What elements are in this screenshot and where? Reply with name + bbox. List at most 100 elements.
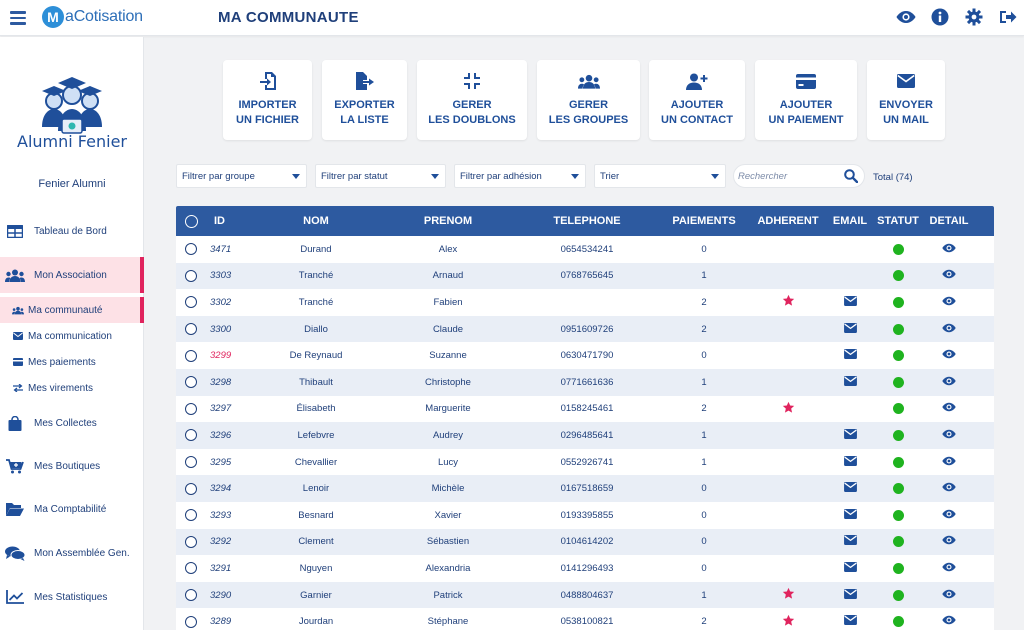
row-select-radio[interactable] [185, 589, 197, 602]
header-statut[interactable]: STATUT [877, 215, 919, 227]
gear-icon[interactable] [964, 7, 984, 27]
row-select-radio[interactable] [185, 296, 197, 309]
search-icon[interactable] [844, 169, 859, 188]
eye-icon[interactable] [942, 376, 956, 389]
table-row[interactable]: 3296 Lefebvre Audrey 0296485641 1 [176, 422, 994, 449]
envelope-icon[interactable] [843, 375, 857, 389]
envelope-icon[interactable] [843, 482, 857, 495]
row-select-radio[interactable] [185, 269, 197, 282]
envelope-icon[interactable] [843, 295, 857, 309]
sort-select[interactable]: Trier [594, 164, 726, 188]
table-row[interactable]: 3297 Élisabeth Marguerite 0158245461 2 [176, 395, 994, 423]
header-detail[interactable]: DETAIL [929, 215, 969, 227]
app-logo[interactable]: M aCotisation [42, 6, 143, 28]
row-select-radio[interactable] [185, 562, 197, 575]
eye-icon[interactable] [942, 323, 956, 336]
filter-label: Trier [600, 170, 620, 182]
manage-duplicates-button[interactable]: GERER LES DOUBLONS [417, 60, 527, 140]
logout-icon[interactable] [998, 7, 1018, 27]
cell-prenom: Alexandria [425, 562, 471, 574]
row-select-radio[interactable] [185, 509, 197, 522]
row-select-radio[interactable] [185, 349, 197, 362]
eye-icon[interactable] [942, 509, 956, 522]
sidebar-item-tableau-de-bord[interactable]: Tableau de Bord [0, 217, 144, 245]
row-select-radio[interactable] [185, 323, 197, 336]
sidebar-item-mon-association[interactable]: Mon Association [0, 257, 144, 293]
table-row[interactable]: 3303 Tranché Arnaud 0768765645 1 [176, 262, 994, 290]
eye-icon[interactable] [942, 562, 956, 575]
row-select-radio[interactable] [185, 482, 197, 495]
row-select-radio[interactable] [185, 456, 197, 469]
table-row[interactable]: 3299 De Reynaud Suzanne 0630471790 0 [176, 342, 994, 369]
eye-icon[interactable] [942, 296, 956, 309]
header-telephone[interactable]: TELEPHONE [553, 215, 621, 227]
envelope-icon[interactable] [843, 349, 857, 362]
header-adherent[interactable]: ADHERENT [757, 215, 819, 227]
eye-icon[interactable] [942, 269, 956, 282]
select-all-radio[interactable] [184, 214, 198, 228]
sidebar-item-mes-collectes[interactable]: Mes Collectes [0, 409, 144, 437]
row-select-radio[interactable] [185, 429, 197, 442]
eye-icon[interactable] [942, 482, 956, 495]
envelope-icon[interactable] [843, 455, 857, 469]
eye-icon[interactable] [942, 535, 956, 548]
eye-icon[interactable] [942, 615, 956, 628]
table-row[interactable]: 3295 Chevallier Lucy 0552926741 1 [176, 448, 994, 476]
table-row[interactable]: 3298 Thibault Christophe 0771661636 1 [176, 368, 994, 396]
eye-icon[interactable] [942, 456, 956, 469]
sidebar-item-mon-assemblee[interactable]: Mon Assemblée Gen. [0, 539, 144, 567]
header-id[interactable]: ID [214, 215, 225, 227]
envelope-icon[interactable] [843, 322, 857, 336]
row-select-radio[interactable] [185, 615, 197, 628]
row-select-radio[interactable] [185, 376, 197, 389]
table-row[interactable]: 3292 Clement Sébastien 0104614202 0 [176, 528, 994, 556]
add-contact-button[interactable]: AJOUTER UN CONTACT [649, 60, 745, 140]
header-prenom[interactable]: PRENOM [423, 215, 473, 227]
envelope-icon[interactable] [843, 508, 857, 522]
header-nom[interactable]: NOM [303, 215, 329, 227]
envelope-icon[interactable] [843, 561, 857, 575]
header-paiements[interactable]: PAIEMENTS [672, 215, 736, 227]
table-row[interactable]: 3293 Besnard Xavier 0193395855 0 [176, 501, 994, 529]
hamburger-menu-icon[interactable] [10, 8, 30, 28]
eye-icon[interactable] [942, 429, 956, 442]
table-row[interactable]: 3289 Jourdan Stéphane 0538100821 2 [176, 608, 994, 630]
export-list-button[interactable]: EXPORTER LA LISTE [322, 60, 407, 140]
sidebar-item-ma-communication[interactable]: Ma communication [0, 327, 144, 345]
info-icon[interactable] [930, 7, 950, 27]
row-select-radio[interactable] [185, 535, 197, 548]
eye-icon[interactable] [942, 589, 956, 602]
sidebar-item-mes-paiements[interactable]: Mes paiements [0, 353, 144, 371]
sidebar-item-mes-statistiques[interactable]: Mes Statistiques [0, 583, 144, 611]
table-row[interactable]: 3291 Nguyen Alexandria 0141296493 0 [176, 555, 994, 582]
eye-icon[interactable] [896, 7, 916, 27]
filter-adhesion-select[interactable]: Filtrer par adhésion [454, 164, 586, 188]
envelope-icon[interactable] [843, 428, 857, 442]
manage-groups-button[interactable]: GERER LES GROUPES [537, 60, 640, 140]
table-row[interactable]: 3294 Lenoir Michèle 0167518659 0 [176, 475, 994, 502]
envelope-icon[interactable] [843, 588, 857, 602]
sidebar-item-mes-virements[interactable]: Mes virements [0, 379, 144, 397]
filter-group-select[interactable]: Filtrer par groupe [176, 164, 307, 188]
table-row[interactable]: 3290 Garnier Patrick 0488804637 1 [176, 581, 994, 609]
table-row[interactable]: 3300 Diallo Claude 0951609726 2 [176, 315, 994, 343]
row-select-radio[interactable] [185, 243, 197, 256]
import-file-button[interactable]: IMPORTER UN FICHIER [223, 60, 312, 140]
sidebar-item-ma-communaute[interactable]: Ma communauté [0, 297, 144, 323]
header-email[interactable]: EMAIL [832, 215, 868, 227]
envelope-icon[interactable] [843, 535, 857, 548]
eye-icon[interactable] [942, 349, 956, 362]
cell-id: 3299 [210, 350, 232, 362]
table-row[interactable]: 3302 Tranché Fabien 2 [176, 289, 994, 316]
send-mail-button[interactable]: ENVOYER UN MAIL [867, 60, 945, 140]
eye-icon[interactable] [942, 243, 956, 256]
table-row[interactable]: 3471 Durand Alex 0654534241 0 [176, 236, 994, 263]
sidebar-item-ma-comptabilite[interactable]: Ma Comptabilité [0, 495, 144, 523]
envelope-icon[interactable] [843, 615, 857, 628]
eye-icon[interactable] [942, 402, 956, 415]
sidebar-item-mes-boutiques[interactable]: Mes Boutiques [0, 452, 144, 480]
filter-status-select[interactable]: Filtrer par statut [315, 164, 446, 188]
search-input[interactable] [738, 168, 838, 184]
row-select-radio[interactable] [185, 402, 197, 415]
add-payment-button[interactable]: AJOUTER UN PAIEMENT [755, 60, 857, 140]
